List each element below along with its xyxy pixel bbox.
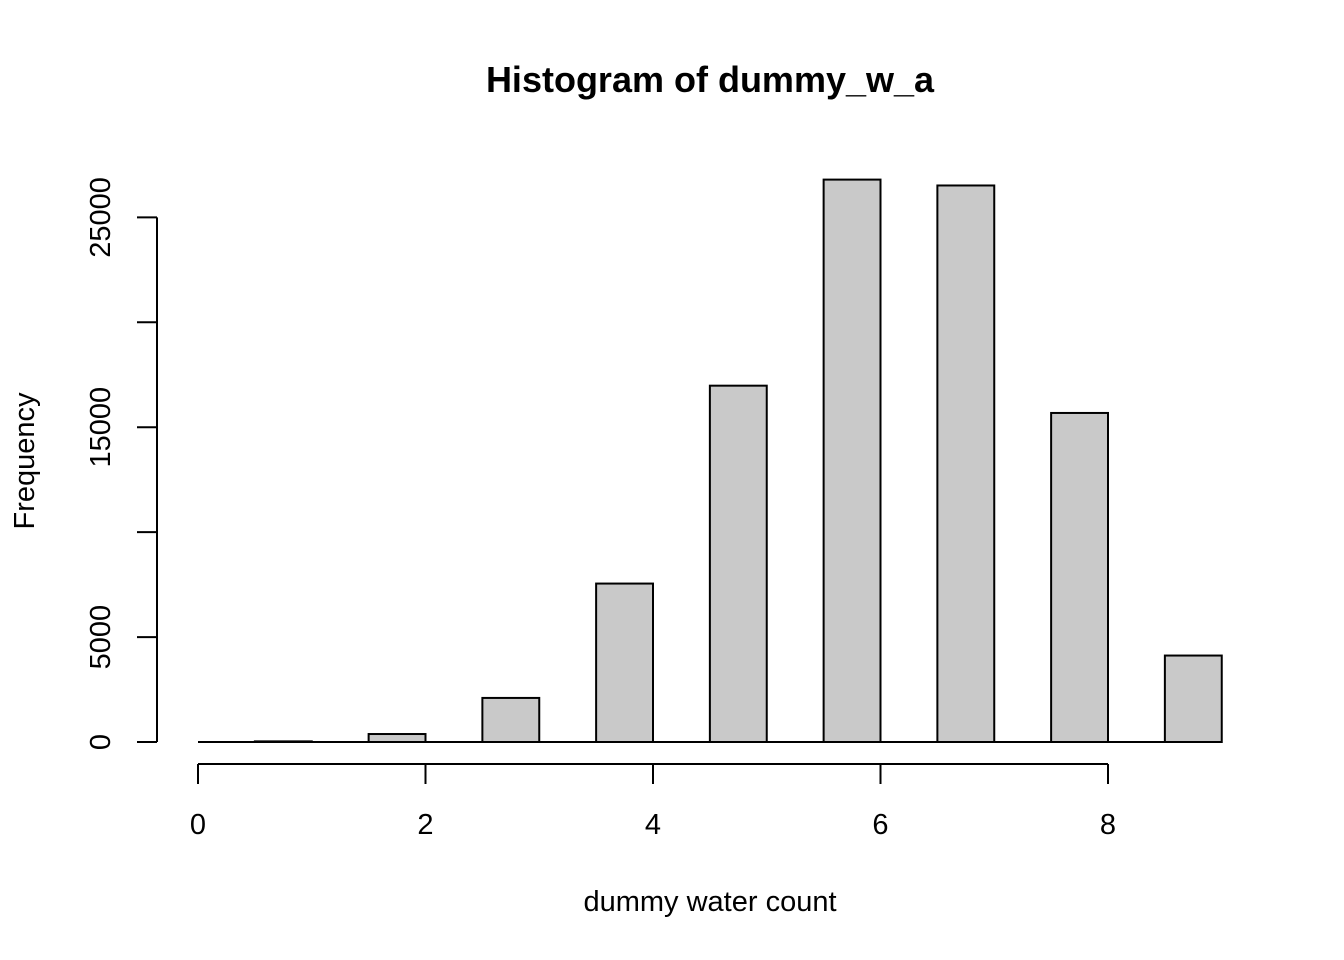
- y-axis-label: Frequency: [9, 392, 41, 530]
- x-axis: 0 2 4 6 8: [190, 763, 1116, 841]
- x-axis-label: dummy water count: [583, 886, 836, 918]
- histogram-bar-3: [481, 696, 541, 744]
- x-tick-label: 2: [417, 809, 433, 841]
- histogram-bar-9: [1163, 654, 1223, 744]
- y-tick-label: 0: [85, 734, 117, 750]
- x-tick-label: 0: [190, 809, 206, 841]
- x-tick-label: 6: [872, 809, 888, 841]
- histogram-bar-5: [708, 384, 768, 743]
- histogram-bar-7: [936, 184, 996, 744]
- bars-layer: [198, 178, 1223, 744]
- histogram-bar-4: [595, 582, 654, 743]
- chart-title: Histogram of dummy_w_a: [486, 59, 935, 100]
- histogram-bar-6: [822, 178, 882, 744]
- y-tick-label: 5000: [85, 605, 117, 670]
- x-tick-label: 8: [1100, 809, 1116, 841]
- y-axis: 0 5000 15000 25000: [85, 177, 158, 750]
- y-tick-label: 25000: [85, 177, 117, 258]
- x-tick-label: 4: [645, 809, 661, 841]
- histogram-bar-1: [253, 740, 313, 743]
- histogram-bar-2: [367, 733, 427, 743]
- histogram-bar-8: [1050, 411, 1109, 743]
- y-tick-label: 15000: [85, 387, 117, 468]
